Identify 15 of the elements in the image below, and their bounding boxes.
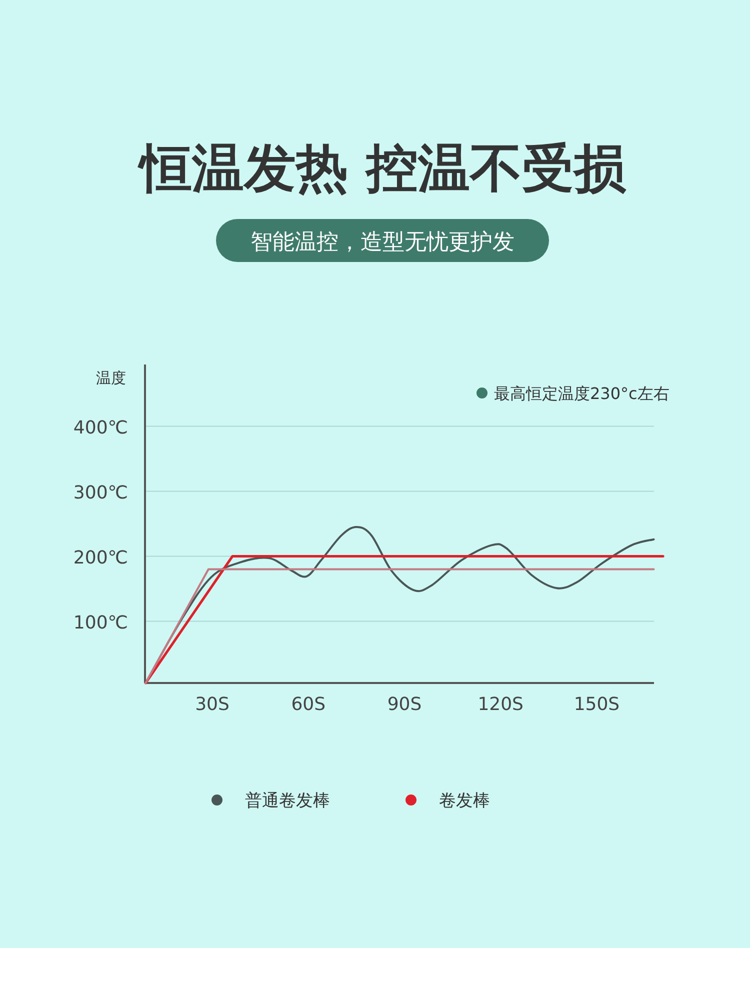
legend-label: 普通卷发棒	[245, 791, 330, 811]
legend-label: 卷发棒	[439, 791, 490, 811]
y-tick-label: 200℃	[73, 547, 128, 568]
y-tick-label: 300℃	[73, 482, 128, 504]
x-tick-label: 150S	[574, 694, 620, 715]
annotation: 最高恒定温度230°c左右	[494, 384, 670, 403]
x-tick-label: 60S	[291, 694, 326, 715]
x-tick-label: 30S	[195, 694, 230, 715]
y-tick-label: 400℃	[73, 417, 128, 438]
chart-subtitle: 智能温控，造型无忧更护发	[250, 230, 514, 255]
x-tick-label: 120S	[478, 694, 524, 715]
chart-title: 恒温发热 控温不受损	[136, 139, 628, 199]
y-axis-title: 温度	[96, 369, 126, 387]
x-tick-label: 90S	[387, 694, 422, 715]
y-tick-label: 100℃	[73, 612, 128, 634]
